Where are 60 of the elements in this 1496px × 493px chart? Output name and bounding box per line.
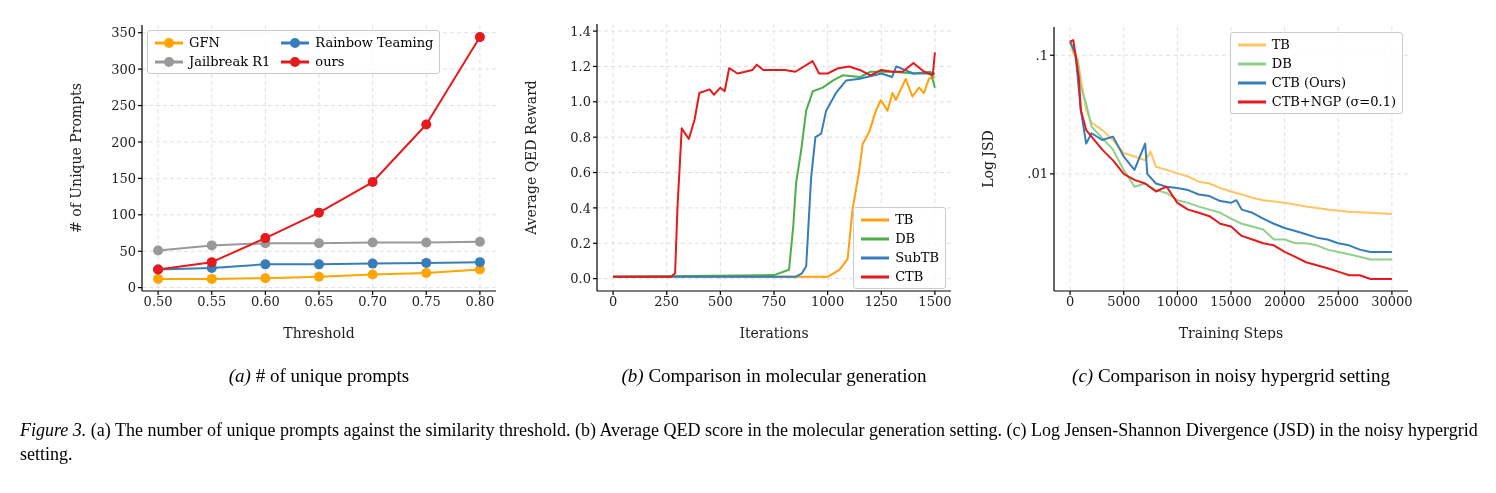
legend-label: DB <box>895 231 916 246</box>
x-tick-label: 1000 <box>811 294 845 310</box>
y-tick-label: 150 <box>111 171 136 187</box>
text: (b) Comparison in molecular generation <box>620 365 928 387</box>
x-tick-label: 0.70 <box>358 294 388 310</box>
x-tick-label: 250 <box>654 294 680 310</box>
x-tick-label: 0 <box>1065 294 1075 310</box>
y-tick-label: 0.2 <box>570 235 591 251</box>
y-tick-label: 250 <box>111 98 136 114</box>
x-tick-label: 0.75 <box>411 294 441 310</box>
y-tick-label: 350 <box>111 25 136 41</box>
x-tick-label: 25000 <box>1317 294 1359 310</box>
y-tick-label: .01 <box>1027 166 1048 182</box>
legend-label: DB <box>1271 56 1292 71</box>
x-tick-label: 0.50 <box>143 294 173 310</box>
text: (c) Comparison in noisy hypergrid setting <box>1071 365 1391 387</box>
y-axis-title: Log JSD <box>979 130 996 188</box>
y-tick-label: 1.0 <box>570 94 591 110</box>
caption: Figure 3. (a) The number of unique prompts against the similarity threshold. (b) Average QED score in the molecular generation setting. (c) Log Jensen-Shannon Divergence (JSD) in the noisy hypergrid setting. <box>20 419 1479 466</box>
y-tick-label: 1.2 <box>570 59 591 75</box>
x-tick-label: 0.80 <box>465 294 495 310</box>
y-tick-label: 0.0 <box>570 271 591 287</box>
legend-label: GFN <box>189 35 220 50</box>
x-tick-label: 15000 <box>1210 294 1252 310</box>
legend-label: Jailbreak R1 <box>189 54 271 69</box>
y-tick-label: 200 <box>111 134 136 150</box>
x-tick-label: 0.55 <box>197 294 227 310</box>
x-axis-title: Iterations <box>739 325 809 341</box>
x-tick-label: 1250 <box>864 294 898 310</box>
legend-label: CTB+NGP (σ=0.1) <box>1271 94 1396 109</box>
x-tick-label: 30000 <box>1371 294 1413 310</box>
legend-label: TB <box>895 212 914 227</box>
y-tick-label: 0.4 <box>570 200 591 216</box>
x-tick-label: 0.65 <box>304 294 334 310</box>
y-tick-label: 100 <box>111 207 136 223</box>
x-tick-label: 5000 <box>1107 294 1141 310</box>
legend-label: CTB <box>895 269 924 284</box>
legend-label: TB <box>1271 37 1290 52</box>
y-tick-label: 50 <box>119 243 136 259</box>
x-tick-label: 0 <box>608 294 618 310</box>
y-tick-label: 1.4 <box>570 23 591 39</box>
legend-label: CTB (Ours) <box>1271 75 1347 90</box>
y-tick-label: .1 <box>1035 47 1048 63</box>
y-axis-title: # of Unique Prompts <box>67 83 84 233</box>
y-tick-label: 300 <box>111 61 136 77</box>
x-tick-label: 1500 <box>918 294 952 310</box>
x-axis-title: Threshold <box>283 325 355 341</box>
legend-label: Rainbow Teaming <box>315 35 434 50</box>
y-tick-label: 0.8 <box>570 129 591 145</box>
y-tick-label: 0.6 <box>570 165 591 181</box>
legend-label: SubTB <box>895 250 939 265</box>
x-tick-label: 10000 <box>1156 294 1199 310</box>
legend-label: ours <box>315 54 345 69</box>
x-tick-label: 500 <box>707 294 733 310</box>
x-tick-label: 750 <box>761 294 787 310</box>
x-tick-label: 0.60 <box>250 294 280 310</box>
y-tick-label: 0 <box>127 280 136 296</box>
text: (a) # of unique prompts <box>227 365 411 387</box>
y-axis-title: Average QED Reward <box>522 80 539 236</box>
x-tick-label: 20000 <box>1263 294 1306 310</box>
